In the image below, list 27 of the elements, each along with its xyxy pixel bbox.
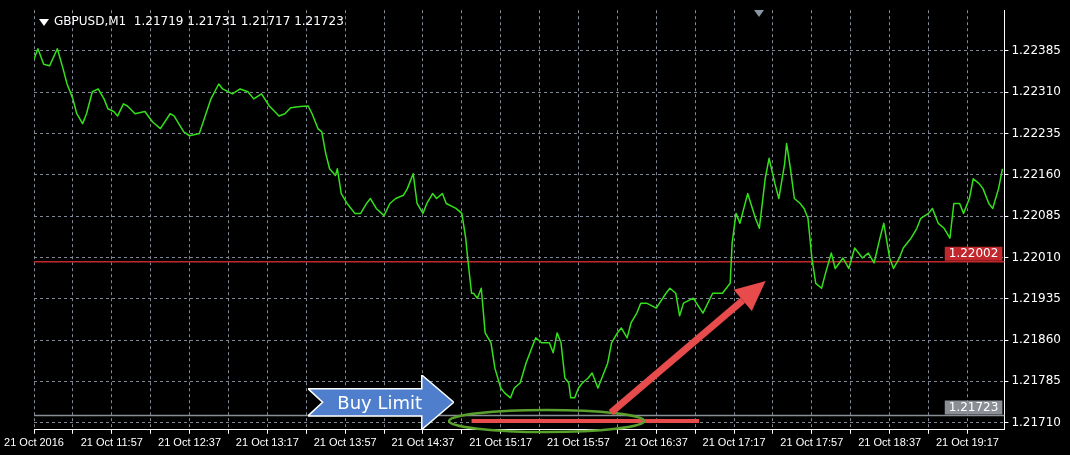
x-tick-label: 21 Oct 14:37: [391, 436, 455, 449]
x-tick-label: 21 Oct 17:17: [702, 436, 766, 449]
chart-title: GBPUSD,M1 1.21719 1.21731 1.21717 1.21723: [54, 14, 344, 29]
x-tick-label: 21 Oct 11:57: [80, 436, 143, 449]
y-tick-label: 1.22310: [1011, 84, 1061, 99]
y-tick-label: 1.22160: [1011, 166, 1061, 181]
x-tick-label: 21 Oct 2016: [4, 436, 64, 449]
x-tick-label: 21 Oct 18:37: [858, 436, 922, 449]
y-tick-label: 1.22385: [1011, 43, 1061, 58]
x-tick-label: 21 Oct 15:17: [469, 436, 533, 449]
x-tick-label: 21 Oct 12:37: [158, 436, 222, 449]
y-tick-label: 1.22010: [1011, 249, 1061, 264]
y-tick-label: 1.21935: [1011, 290, 1061, 305]
x-tick-label: 21 Oct 15:57: [547, 436, 610, 449]
x-tick-label: 21 Oct 13:17: [235, 436, 299, 449]
ref-line-label: 1.21723: [948, 399, 999, 414]
x-tick-label: 21 Oct 13:57: [313, 436, 377, 449]
y-tick-label: 1.22235: [1011, 125, 1061, 140]
x-tick-label: 21 Oct 17:57: [780, 436, 844, 449]
x-tick-label: 21 Oct 16:37: [624, 436, 688, 449]
y-tick-label: 1.21710: [1011, 414, 1061, 429]
y-tick-label: 1.21785: [1011, 373, 1061, 388]
y-tick-label: 1.21860: [1011, 332, 1061, 347]
ref-line-label: 1.22002: [948, 245, 999, 260]
x-tick-label: 21 Oct 19:17: [935, 436, 999, 449]
y-tick-label: 1.22085: [1011, 208, 1061, 223]
annotation: Buy Limit: [337, 391, 423, 413]
